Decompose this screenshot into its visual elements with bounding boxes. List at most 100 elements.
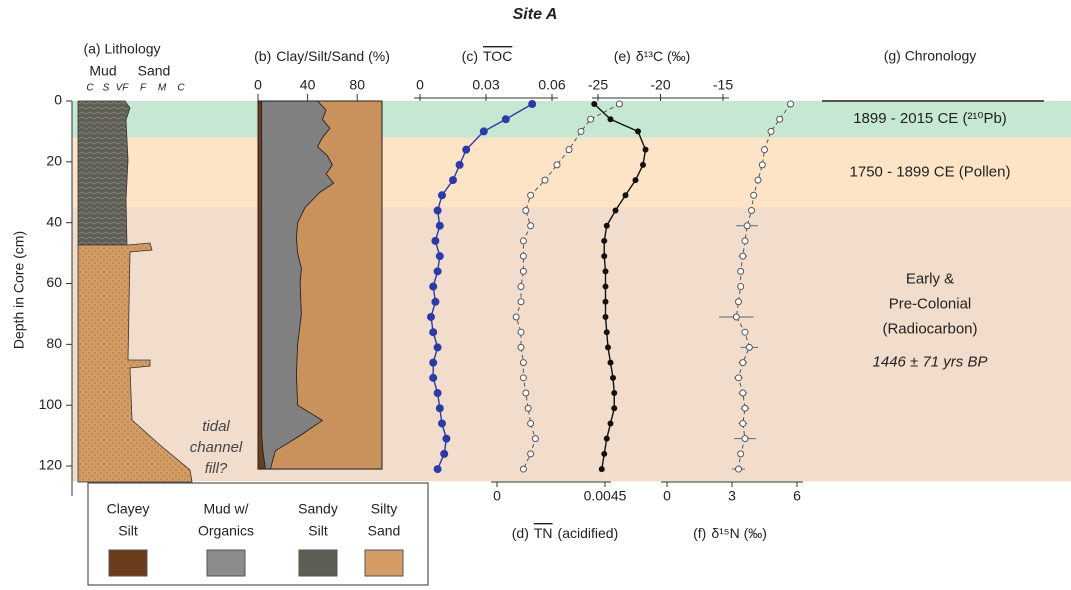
data-point xyxy=(434,268,441,275)
data-point xyxy=(434,344,441,351)
y-tick-label: 0 xyxy=(54,92,62,108)
x-tick-label: 80 xyxy=(349,77,365,93)
zone-label: 1899 - 2015 CE (²¹⁰Pb) xyxy=(853,110,1007,127)
grain-class: C xyxy=(177,83,185,94)
data-point xyxy=(612,391,617,396)
grain-class: F xyxy=(140,83,147,94)
data-point xyxy=(436,253,443,260)
data-point xyxy=(450,177,457,184)
data-point xyxy=(777,116,783,122)
panel-suffix: (acidified) xyxy=(558,525,619,541)
data-point xyxy=(608,421,613,426)
panel-prefix: (b) xyxy=(254,48,271,64)
data-point xyxy=(513,314,519,320)
data-point xyxy=(633,178,638,183)
lithology-note: tidal xyxy=(202,418,230,435)
data-point xyxy=(768,128,774,134)
y-tick-label: 80 xyxy=(46,335,62,351)
data-point xyxy=(588,116,594,122)
legend-label: Sandy xyxy=(298,501,338,517)
x-tick-label: 0 xyxy=(493,488,501,504)
data-point xyxy=(430,329,437,336)
data-point xyxy=(430,283,437,290)
panel-variable: TN xyxy=(534,525,553,541)
data-point xyxy=(603,269,608,274)
data-point xyxy=(456,161,463,168)
data-point xyxy=(736,466,742,472)
lithology-note: channel xyxy=(190,439,243,456)
data-point xyxy=(434,390,441,397)
data-point xyxy=(441,450,448,457)
data-point xyxy=(602,254,607,259)
panel-prefix: (d) xyxy=(512,525,529,541)
data-point xyxy=(518,299,524,305)
data-point xyxy=(502,116,509,123)
legend-label: Sand xyxy=(368,523,401,539)
data-point xyxy=(742,329,748,335)
data-point xyxy=(603,314,608,319)
data-point xyxy=(736,375,742,381)
data-point xyxy=(520,268,526,274)
y-tick-label: 120 xyxy=(39,457,63,473)
data-point xyxy=(641,162,646,167)
zone-note: 1446 ± 71 yrs BP xyxy=(873,353,988,370)
grain-class: VF xyxy=(116,83,130,94)
data-point xyxy=(643,147,648,152)
data-point xyxy=(520,360,526,366)
data-point xyxy=(439,192,446,199)
data-point xyxy=(740,420,746,426)
legend-label: Silt xyxy=(308,523,328,539)
data-point xyxy=(436,222,443,229)
panel-title: (b) Clay/Silt/Sand (%) xyxy=(254,48,390,64)
data-point xyxy=(603,284,608,289)
legend-swatch xyxy=(207,550,245,576)
data-point xyxy=(529,101,536,108)
data-point xyxy=(528,420,534,426)
data-point xyxy=(636,129,641,134)
figure: Site A (a) Lithology Mud Sand CSVFFMC ti… xyxy=(0,0,1071,590)
data-point xyxy=(603,299,608,304)
legend-label: Mud w/ xyxy=(203,501,248,517)
zone-label: Early & xyxy=(906,270,954,287)
data-point xyxy=(428,313,435,320)
data-point xyxy=(751,192,757,198)
x-tick-label: 6 xyxy=(793,488,801,504)
figure-title: Site A xyxy=(513,6,558,23)
data-point xyxy=(520,375,526,381)
data-point xyxy=(788,101,794,107)
data-point xyxy=(762,147,768,153)
panel-variable: TOC xyxy=(483,48,512,64)
x-tick-label: 0.0045 xyxy=(584,488,627,504)
x-tick-label: 0.03 xyxy=(472,77,499,93)
panel-variable: Clay/Silt/Sand (%) xyxy=(276,48,390,64)
panel-prefix: (c) xyxy=(462,48,478,64)
zone-label: (Radiocarbon) xyxy=(882,320,977,337)
data-point xyxy=(602,238,607,243)
data-point xyxy=(612,406,617,411)
data-point xyxy=(740,390,746,396)
y-axis-label: Depth in Core (cm) xyxy=(11,231,27,349)
data-point xyxy=(554,162,560,168)
x-tick-label: -15 xyxy=(713,77,733,93)
data-point xyxy=(430,359,437,366)
panel-prefix: (f) xyxy=(693,525,706,541)
panel-title: (f)δ¹⁵N (‰) xyxy=(693,525,767,541)
data-point xyxy=(746,344,752,350)
data-point xyxy=(480,128,487,135)
data-point xyxy=(608,360,613,365)
data-point xyxy=(523,390,529,396)
data-point xyxy=(434,207,441,214)
data-point xyxy=(738,268,744,274)
grain-class: S xyxy=(103,83,110,94)
data-point xyxy=(613,208,618,213)
grain-class: M xyxy=(158,83,167,94)
data-point xyxy=(518,284,524,290)
data-point xyxy=(742,238,748,244)
data-point xyxy=(740,253,746,259)
legend-label: Silt xyxy=(118,523,138,539)
grain-class: C xyxy=(86,83,94,94)
data-point xyxy=(436,405,443,412)
data-point xyxy=(606,345,611,350)
grain-group: Mud xyxy=(89,63,116,79)
data-point xyxy=(518,329,524,335)
